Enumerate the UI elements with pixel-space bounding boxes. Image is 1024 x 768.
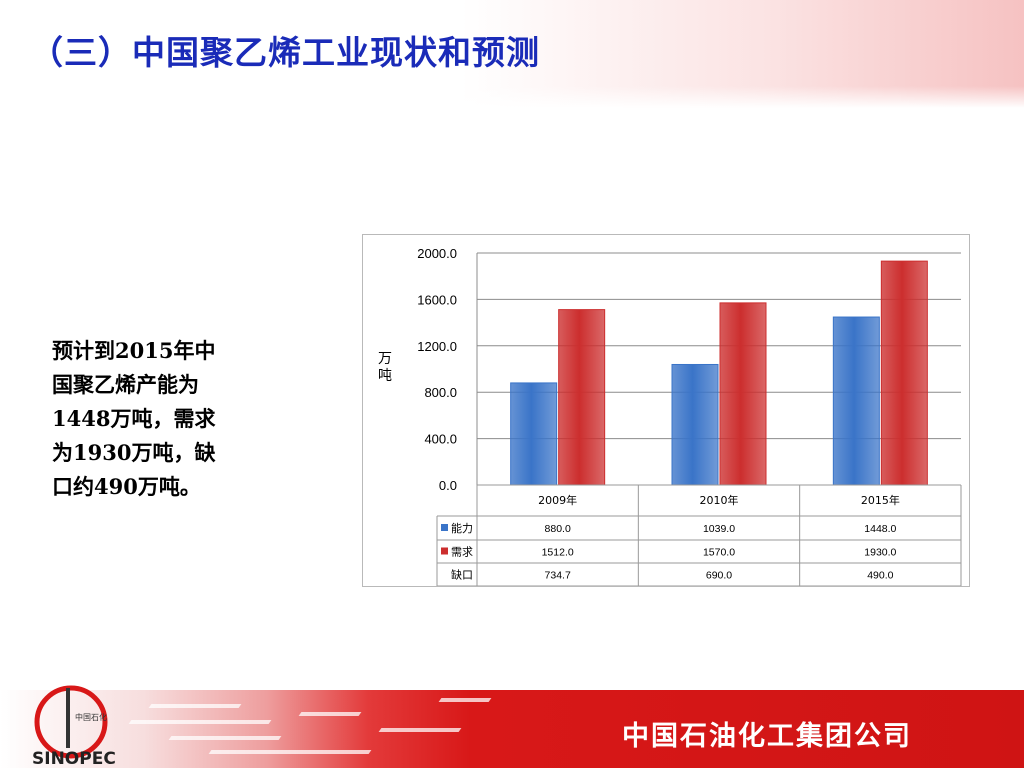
y-tick-label: 1600.0 xyxy=(417,292,457,307)
footer-streak xyxy=(148,704,242,708)
footer-streak xyxy=(128,720,272,724)
legend-label: 需求 xyxy=(451,546,473,559)
data-table-cell: 690.0 xyxy=(706,570,732,582)
y-tick-label: 2000.0 xyxy=(417,246,457,261)
legend-label: 缺口 xyxy=(451,568,473,582)
bar-chart: 0.0 400.0 800.0 1200.0 1600.0 2000.0 万吨 2009年 20… xyxy=(378,246,962,586)
data-table-cell: 1039.0 xyxy=(703,523,735,535)
data-table-cell: 1448.0 xyxy=(864,523,896,535)
summary-note-line: 国聚乙烯产能为 xyxy=(52,372,199,397)
footer-streak xyxy=(378,728,462,732)
legend-swatch-能力 xyxy=(441,524,448,531)
summary-note-line: 1448万吨，需求 xyxy=(52,406,216,431)
legend-swatch-需求 xyxy=(441,547,448,555)
bar-能力 xyxy=(671,363,719,486)
y-tick-label: 400.0 xyxy=(424,432,457,447)
summary-note-line: 为1930万吨，缺 xyxy=(52,440,216,465)
bar-需求 xyxy=(558,309,606,486)
footer-streak xyxy=(298,712,362,716)
summary-note: 预计到2015年中 国聚乙烯产能为 1448万吨，需求 为1930万吨，缺 口约… xyxy=(52,334,267,504)
bar-需求 xyxy=(880,260,928,486)
data-table-cell: 1512.0 xyxy=(542,547,574,559)
footer-streak xyxy=(438,698,492,702)
logo-text: 中国石化 xyxy=(75,712,107,722)
bar-能力 xyxy=(832,316,880,486)
y-tick-label: 0.0 xyxy=(439,478,457,493)
data-table-cell: 880.0 xyxy=(545,523,571,535)
company-name: 中国石油化工集团公司 xyxy=(622,721,912,752)
summary-note-line: 口约490万吨。 xyxy=(52,474,201,499)
footer-streak xyxy=(208,750,372,754)
y-tick-label: 800.0 xyxy=(424,385,457,400)
data-table-cell: 1570.0 xyxy=(703,547,735,559)
y-axis-label: 万 xyxy=(378,351,392,367)
y-tick-label: 1200.0 xyxy=(417,339,457,354)
footer-band: 中国石油化工集团公司 xyxy=(0,690,1024,768)
data-table-cell: 1930.0 xyxy=(864,547,896,559)
x-category-label: 2010年 xyxy=(700,493,739,507)
data-table-cell: 490.0 xyxy=(867,570,893,582)
data-table-cell: 734.7 xyxy=(545,570,571,582)
legend-label: 能力 xyxy=(451,521,473,535)
summary-note-line: 预计到2015年中 xyxy=(52,338,216,363)
header-band xyxy=(0,0,1024,108)
logo-brand: SINOPEC xyxy=(32,749,116,768)
footer-streak xyxy=(168,736,282,740)
y-axis-label: 吨 xyxy=(378,368,392,384)
bar-需求 xyxy=(719,302,767,486)
bar-能力 xyxy=(510,382,558,486)
sinopec-logo: 中国石化 SINOPEC xyxy=(32,685,116,768)
x-category-label: 2009年 xyxy=(538,493,577,507)
x-category-label: 2015年 xyxy=(861,493,900,507)
chart-frame: 0.0 400.0 800.0 1200.0 1600.0 2000.0 万吨 2009年 20… xyxy=(362,234,970,587)
page-title: （三）中国聚乙烯工业现状和预测 xyxy=(30,33,540,72)
